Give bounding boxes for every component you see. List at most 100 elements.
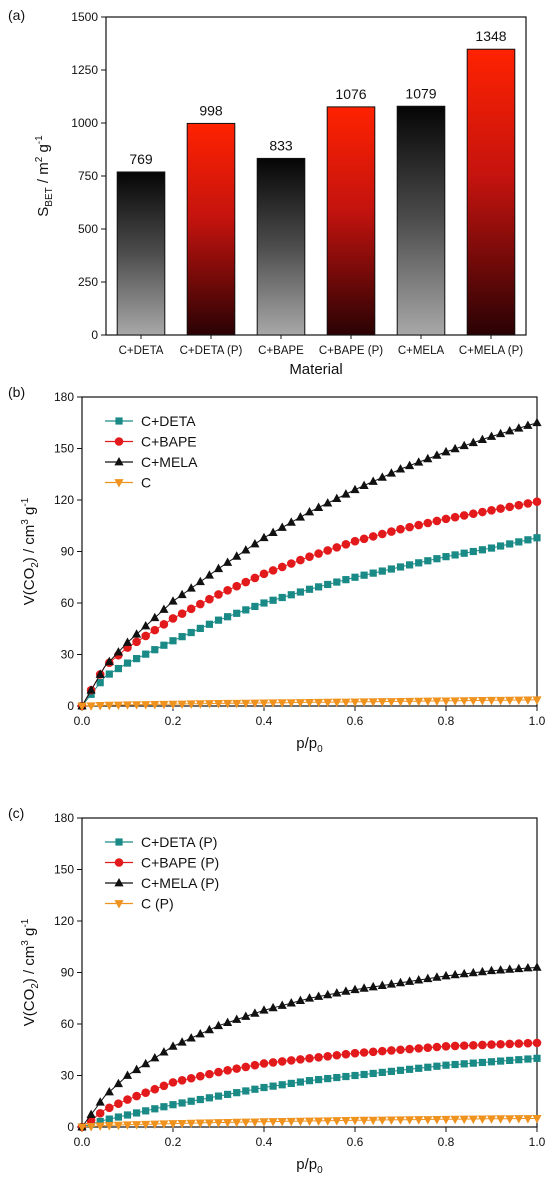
data-point bbox=[250, 1008, 260, 1017]
data-point bbox=[296, 588, 304, 596]
data-point bbox=[441, 1115, 451, 1125]
bar-value-label: 998 bbox=[199, 102, 223, 118]
data-point bbox=[323, 1051, 333, 1061]
data-point bbox=[514, 423, 524, 432]
y-axis-title: V(CO2) / cm3 g-1 bbox=[20, 918, 41, 1026]
y-tick-label: 0 bbox=[67, 699, 74, 713]
data-point bbox=[141, 1120, 151, 1130]
bar-value-label: 1348 bbox=[475, 28, 506, 44]
data-point bbox=[441, 1042, 451, 1051]
data-point bbox=[86, 685, 96, 694]
data-point bbox=[141, 1058, 151, 1068]
series-line bbox=[81, 501, 538, 707]
data-point bbox=[532, 1115, 542, 1124]
data-point bbox=[323, 989, 333, 999]
data-point bbox=[532, 497, 542, 507]
data-point bbox=[423, 453, 433, 463]
data-point bbox=[506, 1056, 514, 1064]
y-tick-label: 500 bbox=[78, 222, 98, 236]
data-point bbox=[259, 1118, 269, 1127]
data-point bbox=[414, 1044, 424, 1053]
data-point bbox=[524, 1055, 532, 1063]
data-point bbox=[432, 972, 442, 981]
data-point bbox=[523, 420, 533, 429]
data-point bbox=[195, 576, 205, 586]
data-point bbox=[232, 581, 241, 591]
data-point bbox=[213, 700, 224, 709]
data-point bbox=[223, 1118, 233, 1128]
bar-value-label: 1079 bbox=[405, 85, 436, 101]
series-c-bape bbox=[77, 497, 542, 711]
panel-label: (c) bbox=[8, 805, 24, 821]
data-point bbox=[432, 697, 442, 706]
data-point bbox=[168, 596, 178, 605]
data-point bbox=[332, 493, 342, 503]
data-point bbox=[359, 698, 369, 707]
data-point bbox=[278, 1081, 286, 1089]
data-point bbox=[141, 1088, 150, 1097]
data-point bbox=[160, 641, 168, 649]
y-tick-label: 30 bbox=[61, 648, 75, 662]
data-point bbox=[142, 650, 150, 658]
data-point bbox=[486, 965, 497, 975]
data-point bbox=[486, 431, 497, 440]
data-point bbox=[95, 1108, 105, 1118]
y-tick-label: 150 bbox=[54, 863, 74, 877]
data-point bbox=[95, 1097, 105, 1106]
data-point bbox=[259, 532, 269, 542]
plot-frame bbox=[105, 16, 527, 336]
bar bbox=[396, 105, 446, 336]
data-point bbox=[314, 991, 324, 1000]
data-point bbox=[123, 1095, 132, 1104]
data-point bbox=[104, 656, 114, 666]
data-point bbox=[469, 509, 478, 519]
data-point bbox=[168, 1078, 178, 1087]
data-point bbox=[114, 1113, 122, 1121]
data-point bbox=[295, 699, 305, 708]
y-tick-label: 30 bbox=[61, 1069, 75, 1083]
data-point bbox=[469, 1059, 477, 1067]
data-point bbox=[205, 594, 214, 604]
data-point bbox=[195, 1119, 205, 1128]
y-tick-label: 120 bbox=[54, 914, 74, 928]
data-point bbox=[250, 1060, 260, 1070]
data-point bbox=[105, 1103, 114, 1113]
x-tick-label: 0.0 bbox=[74, 1135, 91, 1149]
data-point bbox=[395, 1116, 406, 1125]
data-point bbox=[259, 1059, 269, 1068]
data-point bbox=[323, 546, 333, 555]
data-point bbox=[114, 1099, 123, 1108]
data-point bbox=[506, 540, 514, 548]
data-point bbox=[160, 1103, 168, 1111]
y-tick-label: 180 bbox=[54, 390, 74, 404]
x-tick-label: 0.8 bbox=[438, 1135, 455, 1149]
data-point bbox=[405, 460, 415, 470]
data-point bbox=[305, 1054, 314, 1063]
data-point bbox=[351, 573, 359, 581]
data-point bbox=[478, 546, 486, 554]
data-point bbox=[468, 697, 478, 706]
data-point bbox=[295, 995, 305, 1005]
data-point bbox=[414, 457, 424, 466]
data-point bbox=[423, 697, 433, 707]
data-point bbox=[514, 500, 524, 510]
data-point bbox=[424, 557, 432, 565]
data-point bbox=[287, 591, 295, 599]
data-point bbox=[168, 614, 178, 623]
data-point bbox=[187, 628, 195, 637]
data-point bbox=[497, 542, 505, 550]
legend-label: C+MELA bbox=[141, 454, 198, 470]
data-point bbox=[150, 1120, 160, 1130]
data-point bbox=[351, 1071, 359, 1080]
data-point bbox=[359, 1116, 369, 1126]
y-tick-label: 1250 bbox=[71, 63, 98, 77]
data-point bbox=[515, 1056, 523, 1064]
data-point bbox=[150, 700, 160, 710]
data-point bbox=[232, 699, 242, 709]
data-point bbox=[223, 699, 233, 709]
data-point bbox=[187, 1097, 195, 1105]
x-tick-label: 0.4 bbox=[256, 714, 273, 728]
data-point bbox=[250, 1118, 260, 1127]
legend-label: C bbox=[141, 475, 151, 491]
data-point bbox=[177, 700, 187, 709]
